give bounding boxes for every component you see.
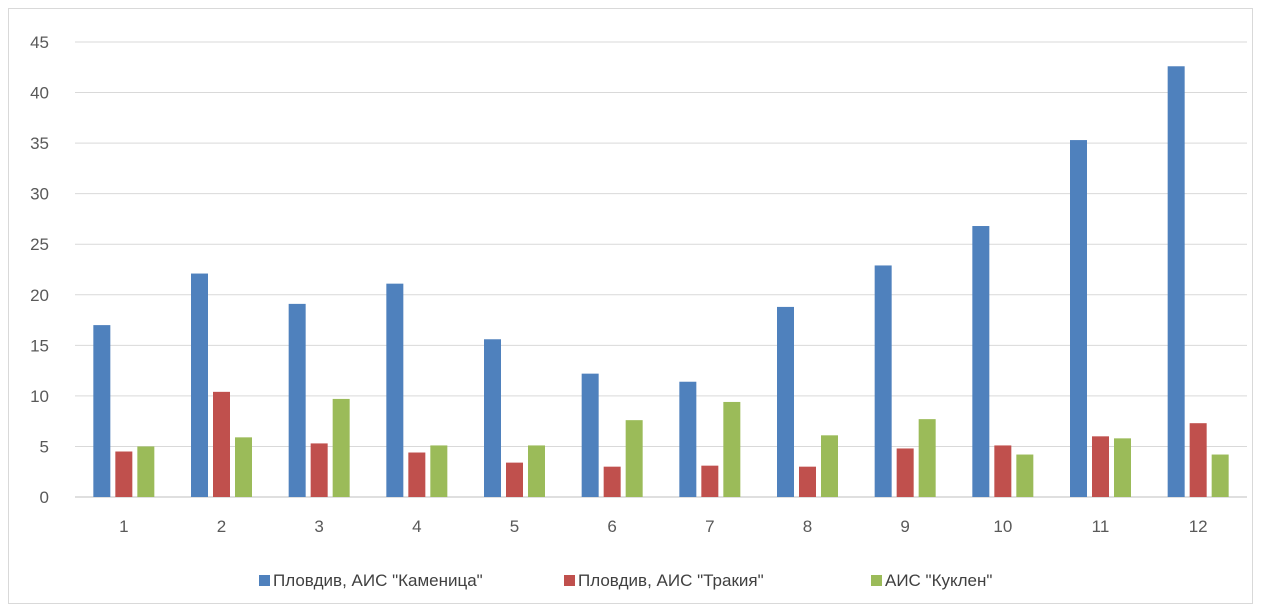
y-tick-label: 15 [30,336,49,355]
x-tick-label: 11 [1092,517,1110,536]
bar-1-12 [1167,66,1185,497]
bar-1-7 [679,381,697,497]
legend-swatch-1 [259,575,270,586]
bar-2-10 [994,445,1012,497]
bar-1-3 [288,303,306,497]
bar-3-3 [332,398,350,497]
bar-1-11 [1070,140,1087,498]
y-tick-label: 45 [30,33,49,52]
bar-3-2 [235,437,252,497]
bar-3-7 [723,401,741,497]
x-tick-label: 4 [412,517,421,536]
bar-2-8 [799,466,816,497]
bar-3-9 [918,419,936,497]
bar-3-4 [430,445,448,497]
gridlines [75,41,1247,498]
bar-3-1 [137,446,155,497]
bar-2-4 [408,452,426,497]
bar-2-5 [506,462,523,497]
bar-1-5 [484,339,501,497]
x-tick-label: 9 [900,517,909,536]
bar-1-1 [93,325,111,497]
bar-2-1 [115,451,133,497]
bar-2-6 [603,466,621,497]
bar-3-8 [821,435,838,497]
x-tick-label: 6 [607,517,616,536]
bar-3-11 [1114,438,1131,497]
x-tick-label: 7 [705,517,714,536]
legend-label-3: АИС "Куклен" [885,571,992,590]
bar-1-2 [191,273,208,497]
legend-swatch-3 [871,575,882,586]
bar-2-3 [310,443,328,497]
x-axis-tick-labels: 1 2 3 4 5 6 7 8 9 10 11 12 [119,517,1208,536]
legend: Пловдив, АИС "Каменица" Пловдив, АИС "Тра… [259,571,992,590]
y-tick-label: 40 [30,84,49,103]
bar-3-12 [1211,454,1229,497]
bar-1-8 [777,306,794,497]
x-tick-label: 5 [510,517,519,536]
y-tick-label: 35 [30,134,49,153]
bar-1-6 [581,373,599,497]
x-tick-label: 10 [993,517,1012,536]
y-tick-label: 30 [30,185,49,204]
bar-3-5 [528,445,545,497]
bar-1-10 [972,226,990,497]
x-tick-label: 3 [314,517,323,536]
y-tick-label: 25 [30,235,49,254]
bar-2-2 [213,391,230,497]
bar-2-12 [1189,423,1207,497]
legend-label-2: Пловдив, АИС "Тракия" [578,571,764,590]
bar-3-10 [1016,454,1034,497]
x-tick-label: 1 [119,517,128,536]
bar-1-4 [386,283,404,497]
y-tick-label: 10 [30,387,49,406]
y-tick-label: 20 [30,286,49,305]
x-tick-label: 8 [803,517,812,536]
legend-label-1: Пловдив, АИС "Каменица" [273,571,483,590]
y-tick-label: 5 [40,437,49,456]
x-tick-label: 2 [217,517,226,536]
chart-container: 0 5 10 15 20 25 30 35 40 45 1 2 3 4 5 6 7 8 9 10 11 12 Пловд… [8,8,1253,604]
bar-1-9 [874,265,892,497]
bar-2-11 [1092,436,1109,497]
legend-swatch-2 [564,575,575,586]
y-axis-tick-labels: 0 5 10 15 20 25 30 35 40 45 [30,33,49,507]
bar-2-9 [896,448,914,497]
y-tick-label: 0 [40,488,49,507]
bar-3-6 [625,420,643,497]
bar-2-7 [701,465,719,497]
bars [93,66,1229,498]
x-tick-label: 12 [1189,517,1208,536]
